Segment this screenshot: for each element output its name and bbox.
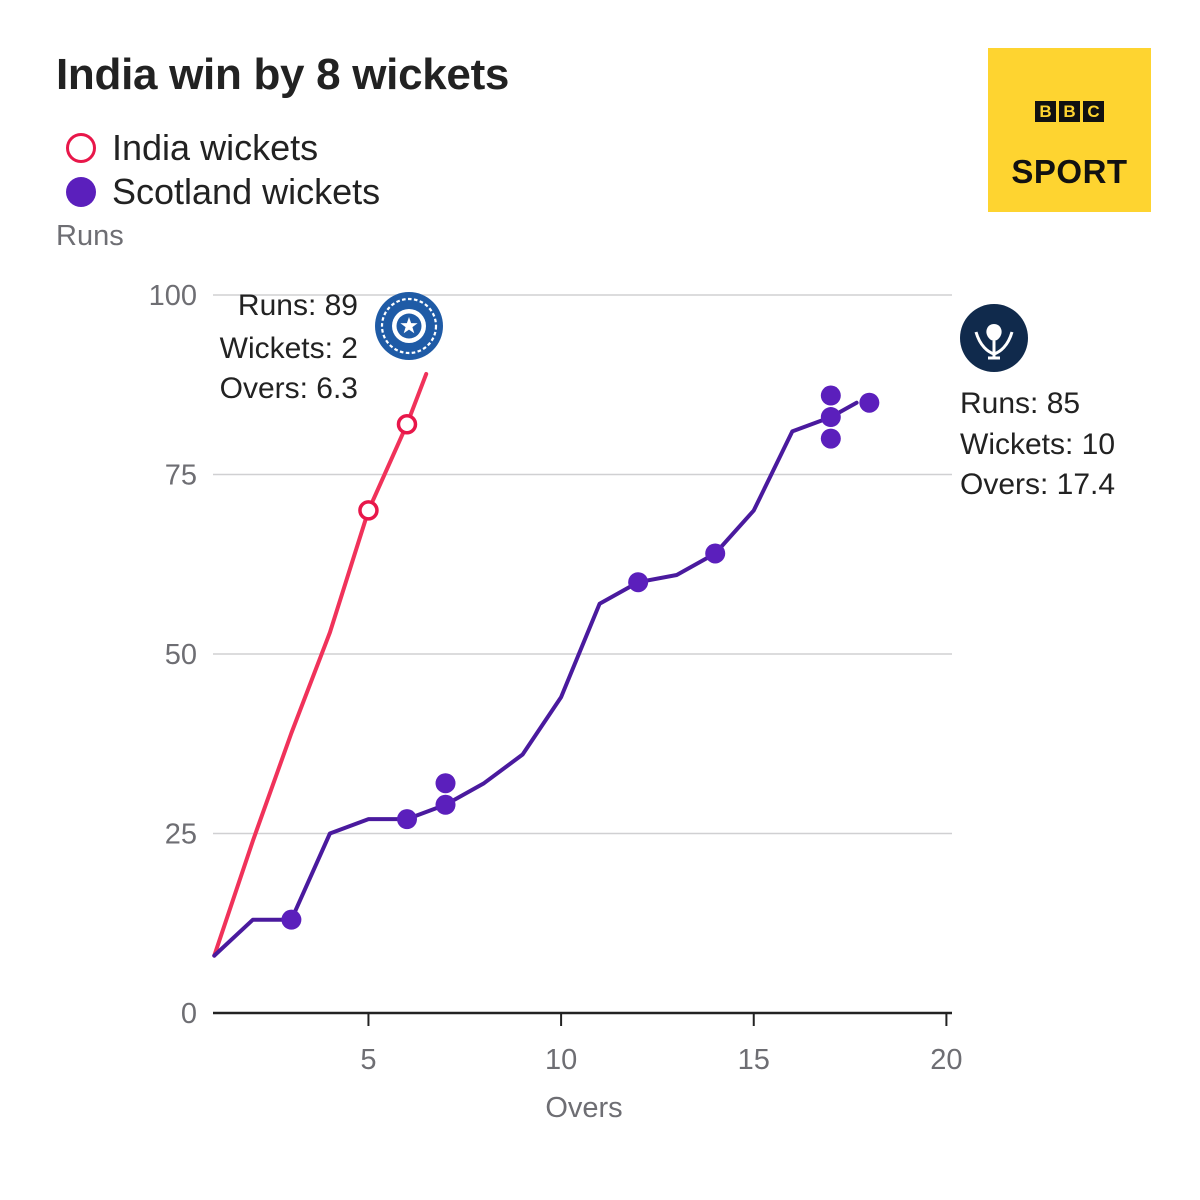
scotland-wicket-marker-6 <box>705 543 726 564</box>
bbc-letter-c: C <box>1083 101 1104 122</box>
series-lines <box>212 372 859 958</box>
bbc-letter-b2: B <box>1059 101 1080 122</box>
legend-label-india: India wickets <box>112 127 319 168</box>
scotland-wicket-marker-7 <box>820 428 841 449</box>
india-wicket-marker-1 <box>358 500 379 521</box>
gridlines <box>213 294 952 835</box>
scotland-wickets-label: Wickets: 10 <box>960 428 1115 461</box>
x-tick-label-10: 10 <box>545 1044 577 1076</box>
x-tick-label-5: 5 <box>360 1044 376 1076</box>
india-wickets-label: Wickets: 2 <box>220 332 358 365</box>
bbc-blocks: B B C <box>988 101 1151 122</box>
x-axis-title: Overs <box>545 1092 622 1124</box>
scotland-wicket-marker-2 <box>396 809 417 830</box>
x-tick-label-15: 15 <box>738 1044 770 1076</box>
series-line-scotland <box>212 400 859 958</box>
y-tick-label-25: 25 <box>165 819 197 851</box>
scotland-wicket-marker-5 <box>628 572 649 593</box>
legend-item-india: India wickets <box>66 127 319 168</box>
axes: 0 25 50 75 100 5 10 15 20 <box>149 280 963 1076</box>
india-runs-label: Runs: 89 <box>238 289 358 322</box>
scotland-wicket-marker-8 <box>820 407 841 428</box>
india-team-emblem <box>375 292 443 360</box>
bbc-letter-b1: B <box>1035 101 1056 122</box>
india-score-annotation: Runs: 89 Wickets: 2 Overs: 6.3 <box>220 289 358 405</box>
series-line-india <box>212 372 429 958</box>
scotland-score-annotation: Runs: 85 Wickets: 10 Overs: 17.4 <box>960 387 1115 501</box>
y-tick-label-100: 100 <box>149 280 197 312</box>
scotland-wicket-marker-9 <box>820 385 841 406</box>
wicket-markers <box>281 385 880 930</box>
chart-title: India win by 8 wickets <box>56 50 510 99</box>
y-tick-label-0: 0 <box>181 998 197 1030</box>
legend-label-scotland: Scotland wickets <box>112 171 381 212</box>
scotland-overs-label: Overs: 17.4 <box>960 468 1115 501</box>
scotland-team-emblem <box>960 304 1028 372</box>
bbc-sport-logo: B B C SPORT <box>988 48 1151 212</box>
y-axis-title: Runs <box>56 220 124 252</box>
x-tick-label-20: 20 <box>930 1044 962 1076</box>
y-tick-label-75: 75 <box>165 460 197 492</box>
scotland-wicket-marker-10 <box>859 392 880 413</box>
india-overs-label: Overs: 6.3 <box>220 372 358 405</box>
scotland-wicket-marker-1 <box>281 909 302 930</box>
legend-hollow-circle-icon <box>66 133 96 163</box>
legend-filled-circle-icon <box>66 177 96 207</box>
sport-wordmark: SPORT <box>1011 153 1128 190</box>
scotland-wicket-marker-4 <box>435 773 456 794</box>
scotland-runs-label: Runs: 85 <box>960 387 1080 420</box>
scotland-wicket-marker-3 <box>435 794 456 815</box>
y-tick-label-50: 50 <box>165 639 197 671</box>
india-wicket-marker-2 <box>396 413 418 435</box>
legend-item-scotland: Scotland wickets <box>66 171 381 212</box>
